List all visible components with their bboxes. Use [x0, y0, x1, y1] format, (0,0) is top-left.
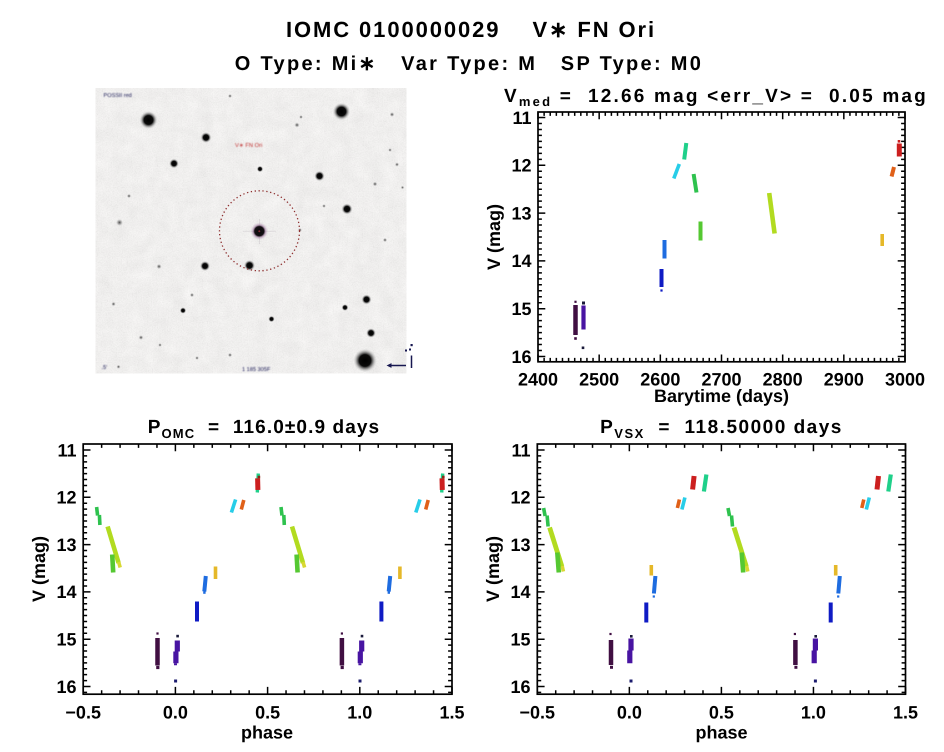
- svg-text:2400: 2400: [518, 370, 558, 390]
- svg-text:13: 13: [510, 535, 530, 555]
- svg-text:15: 15: [56, 630, 76, 650]
- svg-text:0.0: 0.0: [163, 703, 188, 723]
- svg-text:11: 11: [511, 440, 530, 460]
- svg-text:0.0: 0.0: [617, 703, 642, 723]
- svg-text:12: 12: [510, 488, 530, 508]
- svg-text:POMC = 116.0±0.9 days: POMC = 116.0±0.9 days: [148, 417, 380, 441]
- svg-text:1.5: 1.5: [439, 703, 464, 723]
- svg-text:15: 15: [510, 630, 530, 650]
- svg-text:16: 16: [511, 347, 531, 367]
- svg-text:1.0: 1.0: [347, 703, 372, 723]
- svg-text:11: 11: [512, 108, 531, 128]
- svg-text:PVSX = 118.50000 days: PVSX = 118.50000 days: [600, 417, 843, 441]
- svg-text:11: 11: [57, 440, 76, 460]
- svg-text:O Type: Mi∗ Var Type: M SP: O Type: Mi∗ Var Type: M SP Type: M0: [235, 53, 703, 75]
- svg-text:12: 12: [56, 488, 76, 508]
- svg-text:POSSII red: POSSII red: [104, 92, 132, 99]
- svg-text:phase: phase: [241, 723, 293, 743]
- svg-text:15: 15: [511, 299, 531, 319]
- svg-text:12: 12: [511, 156, 531, 176]
- svg-text:14: 14: [511, 251, 531, 271]
- svg-text:2900: 2900: [824, 370, 864, 390]
- svg-text:Barytime (days): Barytime (days): [654, 386, 789, 406]
- svg-text:V (mag): V (mag): [484, 204, 504, 270]
- svg-text:Vmed = 12.66 mag <err_V> = 0: Vmed = 12.66 mag <err_V> = 0.05 mag: [504, 86, 928, 109]
- svg-text:V∗ FN Ori: V∗ FN Ori: [235, 142, 262, 149]
- svg-text:14: 14: [56, 582, 76, 602]
- svg-text:IOMC 0100000029 V∗ FN Ori: IOMC 0100000029 V∗ FN Ori: [286, 17, 656, 42]
- svg-text:V (mag): V (mag): [29, 536, 49, 602]
- svg-text:1 185 305F: 1 185 305F: [242, 367, 271, 373]
- svg-text:13: 13: [511, 203, 531, 223]
- svg-text:phase: phase: [695, 723, 747, 743]
- svg-text:13: 13: [56, 535, 76, 555]
- svg-text:1.5: 1.5: [893, 703, 918, 723]
- svg-text:0.5: 0.5: [255, 703, 280, 723]
- svg-text:.5′: .5′: [102, 365, 108, 371]
- svg-text:1.0: 1.0: [801, 703, 826, 723]
- svg-text:16: 16: [56, 677, 76, 697]
- svg-text:V (mag): V (mag): [483, 536, 503, 602]
- svg-text:16: 16: [510, 677, 530, 697]
- svg-text:14: 14: [510, 582, 530, 602]
- svg-text:−0.5: −0.5: [520, 703, 556, 723]
- svg-text:3000: 3000: [885, 370, 925, 390]
- svg-text:−0.5: −0.5: [65, 703, 101, 723]
- svg-text:2500: 2500: [579, 370, 619, 390]
- svg-text:0.5: 0.5: [709, 703, 734, 723]
